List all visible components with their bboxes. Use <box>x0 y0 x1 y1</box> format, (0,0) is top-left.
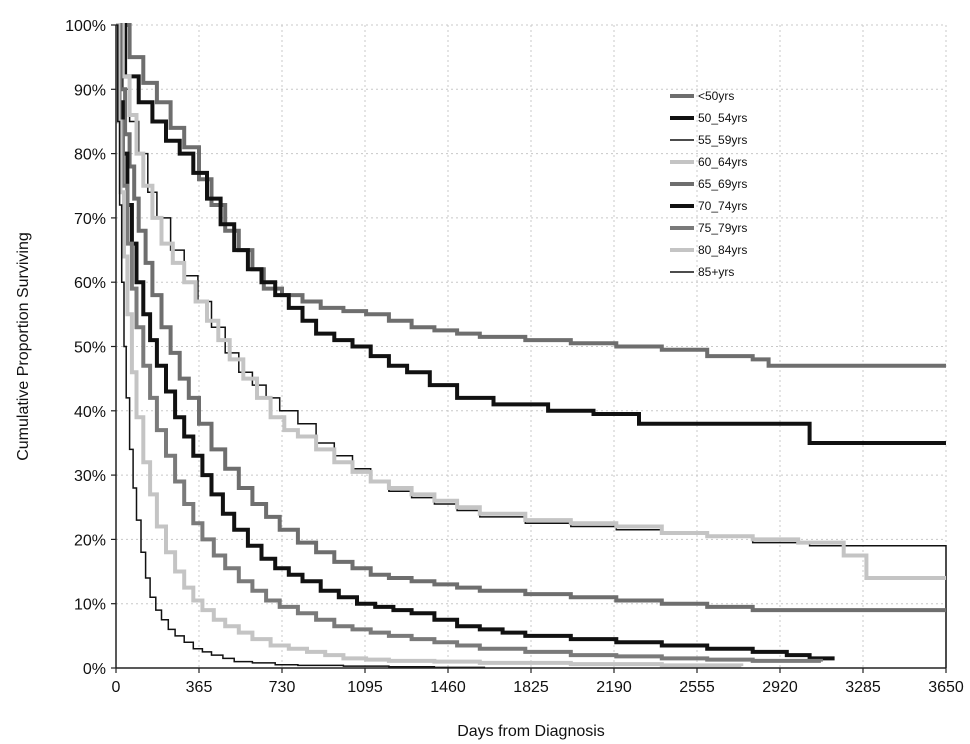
series-line-7 <box>116 23 744 668</box>
y-tick-label: 100% <box>65 18 106 35</box>
x-tick-label: 2555 <box>679 679 715 696</box>
x-tick-label: 2190 <box>596 679 632 696</box>
x-tick-label: 1825 <box>513 679 549 696</box>
series-line-6 <box>116 23 823 663</box>
y-tick-label: 0% <box>83 661 106 678</box>
legend-label: 60_64yrs <box>698 155 747 169</box>
legend-label: 75_79yrs <box>698 221 747 235</box>
legend-label: 65_69yrs <box>698 177 747 191</box>
y-tick-label: 50% <box>74 340 106 357</box>
y-tick-label: 20% <box>74 532 106 549</box>
y-tick-label: 40% <box>74 404 106 421</box>
y-tick-label: 30% <box>74 468 106 485</box>
legend-label: 80_84yrs <box>698 243 747 257</box>
series-line-8 <box>116 24 486 669</box>
series-line-4 <box>116 23 946 613</box>
legend-label: 55_59yrs <box>698 133 747 147</box>
x-tick-label: 730 <box>269 679 296 696</box>
series-lines <box>116 23 947 669</box>
legend-label: 50_54yrs <box>698 111 747 125</box>
y-tick-label: 10% <box>74 597 106 614</box>
series-line-1 <box>116 23 946 445</box>
y-tick-label: 80% <box>74 147 106 164</box>
x-tick-label: 0 <box>112 679 121 696</box>
x-tick-label: 365 <box>186 679 213 696</box>
plot-frame <box>111 24 947 673</box>
tick-labels: 0 365 730 1095 1460 1825 2190 2555 2920 3285 3650 0… <box>65 18 964 696</box>
x-tick-label: 1095 <box>347 679 383 696</box>
grid <box>116 24 947 668</box>
legend-label: <50yrs <box>698 89 734 103</box>
x-axis-title: Days from Diagnosis <box>457 723 605 740</box>
y-tick-label: 70% <box>74 211 106 228</box>
x-tick-label: 1460 <box>430 679 466 696</box>
x-tick-label: 3650 <box>928 679 964 696</box>
x-tick-label: 2920 <box>762 679 798 696</box>
legend-label: 70_74yrs <box>698 199 747 213</box>
legend: <50yrs 50_54yrs 55_59yrs 60_64yrs 65_69yrs 70… <box>670 89 747 279</box>
y-tick-label: 60% <box>74 275 106 292</box>
series-line-3 <box>116 23 946 580</box>
series-line-0 <box>116 23 946 368</box>
series-line-5 <box>116 23 835 661</box>
y-axis-title: Cumulative Proportion Surviving <box>15 232 32 461</box>
x-tick-label: 3285 <box>845 679 881 696</box>
y-tick-label: 90% <box>74 82 106 99</box>
legend-label: 85+yrs <box>698 265 734 279</box>
